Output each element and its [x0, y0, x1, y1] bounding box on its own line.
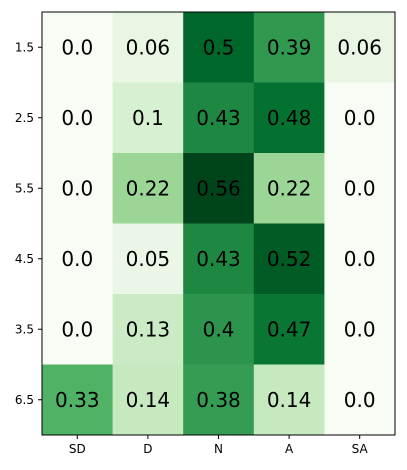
heatmap-cell: [112, 223, 184, 295]
heatmap-cell: [112, 364, 184, 436]
x-tick-label: A: [285, 442, 294, 456]
cell-value-label: 0.0: [61, 106, 93, 130]
heatmap-cell: [183, 153, 255, 224]
cell-value-label: 0.38: [196, 388, 241, 412]
cell-value-label: 0.22: [267, 176, 312, 200]
cell-value-label: 0.14: [126, 388, 171, 412]
heatmap-cell: [112, 12, 184, 83]
cell-value-label: 0.52: [267, 247, 312, 271]
cell-value-label: 0.0: [344, 388, 376, 412]
cell-value-label: 0.0: [344, 176, 376, 200]
heatmap-cell: [324, 12, 396, 83]
heatmap-cell: [183, 82, 255, 154]
heatmap-cell: [324, 82, 396, 154]
heatmap-cell: [253, 153, 325, 224]
cell-value-label: 0.5: [203, 35, 235, 59]
heatmap-cell: [253, 294, 325, 365]
cell-value-label: 0.47: [267, 317, 312, 341]
heatmap-cell-labels: 0.0 0.06 0.5 0.39 0.06 0.0 0.1 0.43 0.48 0.0 0.0 0.…: [55, 35, 382, 412]
heatmap-cell: [42, 153, 114, 224]
cell-value-label: 0.0: [61, 317, 93, 341]
heatmap-cell: [112, 82, 184, 154]
cell-value-label: 0.0: [344, 317, 376, 341]
cell-value-label: 0.0: [61, 35, 93, 59]
heatmap-cell: [253, 82, 325, 154]
cell-value-label: 0.14: [267, 388, 312, 412]
cell-value-label: 0.06: [337, 35, 382, 59]
heatmap-cell: [324, 153, 396, 224]
heatmap-cell: [42, 364, 114, 436]
heatmap-cells: [42, 12, 396, 436]
heatmap-cell: [324, 364, 396, 436]
cell-value-label: 0.05: [126, 247, 171, 271]
cell-value-label: 0.0: [61, 247, 93, 271]
cell-value-label: 0.13: [126, 317, 171, 341]
heatmap-cell: [183, 223, 255, 295]
heatmap-cell: [324, 294, 396, 365]
cell-value-label: 0.1: [132, 106, 164, 130]
cell-value-label: 0.43: [196, 106, 241, 130]
y-tick-label: 4.5: [15, 252, 34, 266]
x-axis: SD D N A SA: [69, 435, 369, 456]
cell-value-label: 0.4: [203, 317, 235, 341]
heatmap-cell: [42, 223, 114, 295]
y-tick-label: 6.5: [15, 393, 34, 407]
heatmap-cell: [324, 223, 396, 295]
heatmap-cell: [42, 82, 114, 154]
heatmap-cell: [183, 12, 255, 83]
heatmap-cell: [112, 153, 184, 224]
cell-value-label: 0.33: [55, 388, 100, 412]
x-tick-label: D: [143, 442, 152, 456]
cell-value-label: 0.48: [267, 106, 312, 130]
cell-value-label: 0.56: [196, 176, 241, 200]
heatmap-cell: [42, 12, 114, 83]
heatmap-cell: [183, 294, 255, 365]
cell-value-label: 0.0: [344, 247, 376, 271]
cell-value-label: 0.43: [196, 247, 241, 271]
heatmap-cell: [253, 223, 325, 295]
y-tick-label: 5.5: [15, 181, 34, 195]
y-tick-label: 1.5: [15, 40, 34, 54]
cell-value-label: 0.06: [126, 35, 171, 59]
heatmap-cell: [253, 12, 325, 83]
y-tick-label: 3.5: [15, 322, 34, 336]
y-axis: 1.5 2.5 5.5 4.5 3.5 6.5: [15, 40, 42, 407]
cell-value-label: 0.39: [267, 35, 312, 59]
x-tick-label: SD: [69, 442, 86, 456]
heatmap-cell: [253, 364, 325, 436]
cell-value-label: 0.22: [126, 176, 171, 200]
cell-value-label: 0.0: [61, 176, 93, 200]
x-tick-label: N: [214, 442, 223, 456]
heatmap-cell: [183, 364, 255, 436]
y-tick-label: 2.5: [15, 111, 34, 125]
x-tick-label: SA: [352, 442, 369, 456]
cell-value-label: 0.0: [344, 106, 376, 130]
heatmap-cell: [112, 294, 184, 365]
heatmap-cell: [42, 294, 114, 365]
